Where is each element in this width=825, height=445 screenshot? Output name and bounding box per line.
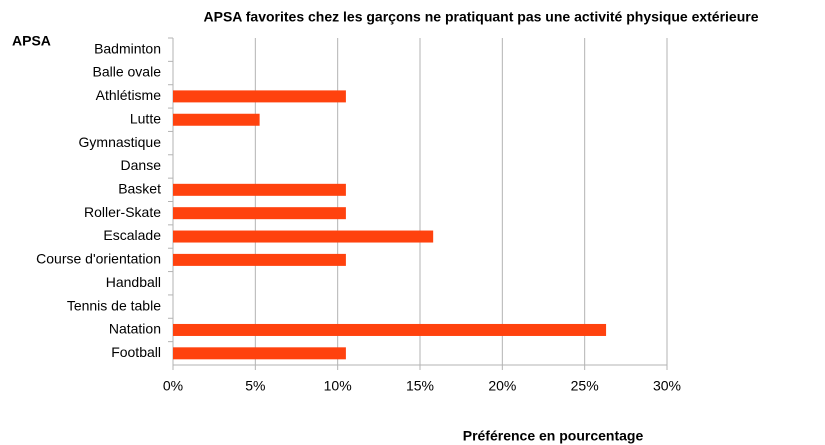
x-tick-label: 25%	[571, 378, 599, 394]
y-tick-label: Basket	[118, 181, 161, 197]
y-tick-label: Athlétisme	[96, 87, 162, 103]
bar	[173, 113, 260, 126]
y-tick-label: Escalade	[103, 227, 161, 243]
x-tick-label: 10%	[324, 378, 352, 394]
bar	[173, 347, 346, 360]
bar	[173, 230, 434, 243]
y-tick-label: Roller-Skate	[84, 204, 161, 220]
bar	[173, 253, 346, 266]
x-tick-label: 20%	[488, 378, 516, 394]
y-tick-label: Course d'orientation	[36, 251, 161, 267]
x-tick-label: 5%	[245, 378, 265, 394]
bar	[173, 90, 346, 103]
y-tick-label: Handball	[106, 274, 161, 290]
y-tick-label: Badminton	[94, 40, 161, 56]
chart-title: APSA favorites chez les garçons ne prati…	[204, 9, 759, 25]
x-tick-label: 0%	[163, 378, 183, 394]
y-tick-label: Natation	[109, 321, 161, 337]
bar	[173, 323, 607, 336]
x-tick-label: 15%	[406, 378, 434, 394]
bar	[173, 183, 346, 196]
x-axis-title: Préférence en pourcentage	[463, 428, 644, 444]
y-tick-label: Lutte	[130, 110, 161, 126]
y-tick-label: Football	[111, 344, 161, 360]
x-tick-label: 30%	[653, 378, 681, 394]
y-tick-label: Gymnastique	[79, 134, 162, 150]
y-axis-title: APSA	[12, 33, 51, 49]
y-tick-label: Tennis de table	[67, 297, 161, 313]
y-tick-label: Danse	[121, 157, 162, 173]
y-tick-label: Balle ovale	[93, 64, 162, 80]
bar	[173, 207, 346, 220]
